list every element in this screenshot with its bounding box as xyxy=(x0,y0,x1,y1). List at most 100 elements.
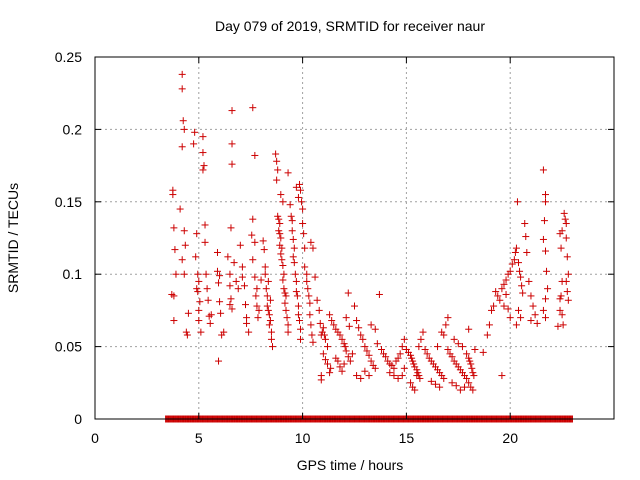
data-point xyxy=(361,367,369,375)
data-point xyxy=(562,220,570,228)
data-point xyxy=(556,295,564,303)
data-point xyxy=(282,306,290,314)
data-point xyxy=(184,309,192,317)
data-point xyxy=(415,343,423,351)
x-tick-label: 15 xyxy=(399,430,415,446)
data-point xyxy=(541,314,549,322)
data-point xyxy=(313,296,321,304)
data-point xyxy=(199,149,207,157)
data-point xyxy=(411,386,419,394)
data-point xyxy=(390,364,398,372)
data-point xyxy=(512,244,520,252)
data-point xyxy=(340,360,348,368)
chart-title: Day 079 of 2019, SRMTID for receiver nau… xyxy=(215,18,485,34)
data-point xyxy=(279,276,287,284)
data-point xyxy=(508,260,516,268)
data-point xyxy=(264,277,272,285)
data-point xyxy=(220,328,228,336)
data-point xyxy=(274,166,282,174)
data-point xyxy=(294,193,302,201)
data-point xyxy=(263,302,271,310)
data-point xyxy=(234,285,242,293)
data-point xyxy=(562,234,570,242)
data-point xyxy=(557,292,565,300)
data-series xyxy=(168,70,572,394)
data-point xyxy=(357,331,365,339)
data-point xyxy=(226,270,234,278)
data-point xyxy=(431,380,439,388)
data-point xyxy=(226,282,234,290)
data-point xyxy=(249,104,257,112)
x-tick-label: 5 xyxy=(195,430,203,446)
data-point xyxy=(518,282,526,290)
data-point xyxy=(297,335,305,343)
data-point xyxy=(543,267,551,275)
data-point xyxy=(179,117,187,125)
data-point xyxy=(182,328,190,336)
data-point xyxy=(283,314,291,322)
data-point xyxy=(290,244,298,252)
data-point xyxy=(540,217,548,225)
data-point xyxy=(367,357,375,365)
data-point xyxy=(309,338,317,346)
data-point xyxy=(353,372,361,380)
data-point xyxy=(361,343,369,351)
plot-frame xyxy=(94,56,615,420)
data-point xyxy=(204,296,212,304)
data-point xyxy=(511,248,519,256)
data-point xyxy=(419,328,427,336)
data-point xyxy=(394,374,402,382)
data-point xyxy=(326,311,334,319)
data-point xyxy=(506,267,514,275)
y-tick-label: 0.2 xyxy=(63,121,83,137)
data-point xyxy=(319,324,327,332)
data-point xyxy=(297,325,305,333)
data-point xyxy=(228,140,236,148)
data-point xyxy=(300,230,308,238)
data-point xyxy=(556,306,564,314)
data-point xyxy=(417,335,425,343)
data-point xyxy=(502,290,510,298)
data-point xyxy=(522,233,530,241)
data-point xyxy=(494,292,502,300)
data-point xyxy=(348,350,356,358)
data-point xyxy=(201,238,209,246)
data-point xyxy=(539,306,547,314)
data-point xyxy=(289,235,297,243)
data-point xyxy=(328,317,336,325)
data-point xyxy=(363,347,371,355)
data-point xyxy=(251,238,259,246)
data-point xyxy=(340,340,348,348)
data-point xyxy=(200,162,208,170)
data-point xyxy=(541,295,549,303)
data-point xyxy=(500,302,508,310)
data-point xyxy=(517,314,525,322)
data-point xyxy=(355,324,363,332)
x-axis-label: GPS time / hours xyxy=(297,457,404,473)
data-point xyxy=(251,273,259,281)
data-point xyxy=(512,321,520,329)
data-point xyxy=(273,176,281,184)
data-point xyxy=(563,288,571,296)
y-tick-label: 0.05 xyxy=(55,339,82,355)
data-point xyxy=(242,301,250,309)
data-point xyxy=(409,357,417,365)
data-point xyxy=(390,372,398,380)
data-point xyxy=(228,160,236,168)
data-point xyxy=(400,335,408,343)
data-point xyxy=(216,272,224,280)
data-point xyxy=(293,292,301,300)
data-point xyxy=(304,285,312,293)
data-point xyxy=(301,244,309,252)
data-point xyxy=(281,289,289,297)
data-point xyxy=(178,70,186,78)
data-point xyxy=(344,353,352,361)
data-point xyxy=(306,299,314,307)
data-point xyxy=(371,364,379,372)
data-point xyxy=(272,150,280,158)
data-point xyxy=(371,325,379,333)
data-point xyxy=(195,306,203,314)
data-point xyxy=(215,357,223,365)
data-point xyxy=(265,311,273,319)
data-point xyxy=(320,331,328,339)
